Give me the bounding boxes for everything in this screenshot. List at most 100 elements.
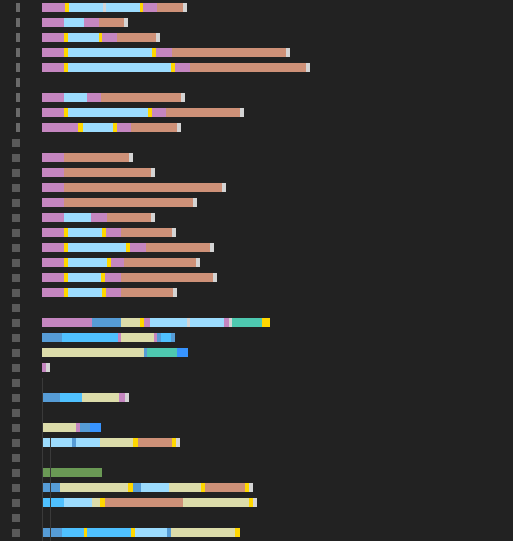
line-gutter-marker[interactable] xyxy=(12,499,20,507)
keyword-token xyxy=(42,198,64,207)
bracket-token xyxy=(64,273,68,282)
keyword-token xyxy=(106,228,121,237)
line-gutter-marker[interactable] xyxy=(12,139,20,147)
line-gutter-marker[interactable] xyxy=(12,334,20,342)
line-gutter-marker[interactable] xyxy=(12,289,20,297)
string-token xyxy=(121,288,173,297)
line-gutter-marker[interactable] xyxy=(12,274,20,282)
keyword-token xyxy=(42,183,64,192)
function-token xyxy=(42,423,76,432)
link-token xyxy=(177,348,188,357)
bracket-token xyxy=(172,438,176,447)
function-token xyxy=(42,348,144,357)
storage-token xyxy=(42,393,60,402)
keyword-token xyxy=(118,333,121,342)
string-token xyxy=(124,258,196,267)
variable-token xyxy=(69,3,103,12)
keyword-token xyxy=(42,168,64,177)
line-gutter-marker[interactable] xyxy=(12,154,20,162)
line-gutter-marker[interactable] xyxy=(16,108,20,117)
keyword-token xyxy=(130,243,146,252)
string-token xyxy=(117,33,156,42)
bracket-token xyxy=(235,528,240,537)
string-token xyxy=(101,93,181,102)
storage-token xyxy=(92,318,121,327)
punctuation-token xyxy=(103,3,106,12)
bracket-token xyxy=(64,288,68,297)
line-gutter-marker[interactable] xyxy=(12,349,20,357)
line-gutter-marker[interactable] xyxy=(16,123,20,132)
string-token xyxy=(105,498,183,507)
bracket-token xyxy=(64,63,68,72)
variable-token xyxy=(190,318,224,327)
keyword-token xyxy=(106,288,121,297)
line-gutter-marker[interactable] xyxy=(12,169,20,177)
line-gutter-marker[interactable] xyxy=(16,78,20,87)
line-gutter-marker[interactable] xyxy=(12,409,20,417)
keyword-token xyxy=(111,258,124,267)
string-token xyxy=(166,108,240,117)
line-gutter-marker[interactable] xyxy=(12,424,20,432)
indent-guide xyxy=(50,438,51,541)
line-gutter-marker[interactable] xyxy=(12,394,20,402)
line-gutter-marker[interactable] xyxy=(16,3,20,12)
line-gutter-marker[interactable] xyxy=(12,364,20,372)
type-token xyxy=(232,318,262,327)
line-gutter-marker[interactable] xyxy=(12,199,20,207)
bracket-token xyxy=(84,528,87,537)
string-token xyxy=(64,168,151,177)
keyword-token xyxy=(42,153,64,162)
line-gutter-marker[interactable] xyxy=(12,439,20,447)
constant-token xyxy=(42,498,64,507)
line-gutter-marker[interactable] xyxy=(12,244,20,252)
line-gutter-marker[interactable] xyxy=(12,469,20,477)
line-gutter-marker[interactable] xyxy=(12,529,20,537)
line-gutter-marker[interactable] xyxy=(16,93,20,102)
line-gutter-marker[interactable] xyxy=(12,229,20,237)
bracket-token xyxy=(140,318,144,327)
line-gutter-marker[interactable] xyxy=(16,63,20,72)
keyword-token xyxy=(42,63,64,72)
keyword-token xyxy=(76,423,80,432)
punctuation-token xyxy=(210,243,214,252)
string-token xyxy=(107,213,151,222)
line-gutter-marker[interactable] xyxy=(12,319,20,327)
keyword-token xyxy=(224,318,229,327)
bracket-token xyxy=(102,288,106,297)
punctuation-token xyxy=(151,168,155,177)
line-gutter-marker[interactable] xyxy=(12,304,20,312)
line-gutter-marker[interactable] xyxy=(16,18,20,27)
punctuation-token xyxy=(173,288,177,297)
punctuation-token xyxy=(156,33,160,42)
line-gutter-marker[interactable] xyxy=(12,514,20,522)
punctuation-token xyxy=(129,153,133,162)
function-token xyxy=(100,438,133,447)
keyword-token xyxy=(152,108,166,117)
keyword-token xyxy=(87,93,101,102)
keyword-token xyxy=(42,318,92,327)
line-gutter-marker[interactable] xyxy=(16,48,20,57)
line-gutter-marker[interactable] xyxy=(12,379,20,387)
line-gutter-marker[interactable] xyxy=(12,184,20,192)
line-gutter-marker[interactable] xyxy=(12,454,20,462)
punctuation-token xyxy=(181,93,185,102)
bracket-token xyxy=(64,33,68,42)
storage-token xyxy=(42,333,62,342)
string-token xyxy=(121,273,213,282)
keyword-token xyxy=(105,273,121,282)
keyword-token xyxy=(102,33,117,42)
keyword-token xyxy=(42,18,64,27)
string-token xyxy=(64,183,222,192)
bracket-token xyxy=(64,48,68,57)
punctuation-token xyxy=(172,228,176,237)
line-gutter-marker[interactable] xyxy=(12,484,20,492)
line-gutter-marker[interactable] xyxy=(12,214,20,222)
punctuation-token xyxy=(187,318,190,327)
line-gutter-marker[interactable] xyxy=(12,259,20,267)
constant-token xyxy=(161,333,171,342)
line-gutter-marker[interactable] xyxy=(16,33,20,42)
punctuation-token xyxy=(124,18,128,27)
keyword-token xyxy=(144,318,150,327)
bracket-token xyxy=(64,108,68,117)
